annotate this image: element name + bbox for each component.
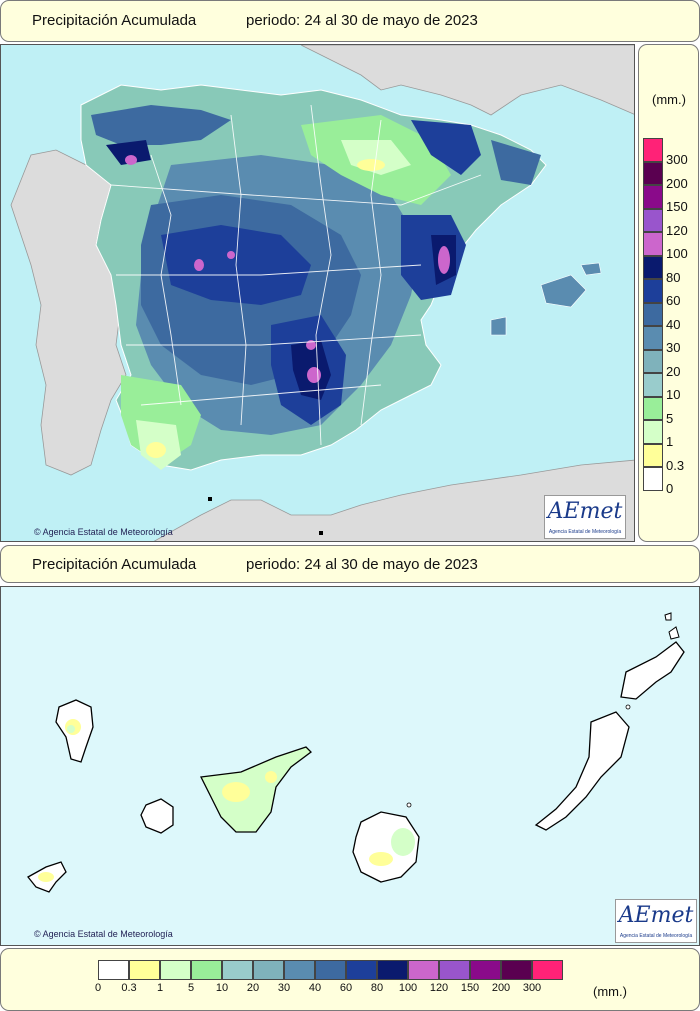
vertical-legend-swatch: [643, 232, 663, 256]
vertical-legend-label: 30: [666, 340, 681, 355]
top-credit: © Agencia Estatal de Meteorología: [34, 527, 173, 537]
horizontal-legend-label: 0: [94, 982, 102, 994]
vertical-legend-swatch: [643, 326, 663, 350]
vertical-legend-label: 0.3: [666, 457, 685, 473]
vertical-legend-swatch: [643, 161, 663, 185]
horizontal-legend-swatch: [191, 960, 222, 980]
vertical-legend-swatch: [643, 208, 663, 232]
vertical-legend-swatch: [643, 396, 663, 420]
vertical-legend-swatch: [643, 302, 663, 326]
vertical-legend-label: 120: [666, 222, 688, 238]
top-map-period: periodo: 24 al 30 de mayo de 2023: [246, 12, 478, 29]
fuerteventura-island: [534, 711, 630, 831]
vertical-legend-label: 80: [666, 269, 681, 285]
graciosa-island: [668, 626, 680, 640]
horizontal-legend-swatch: [501, 960, 532, 980]
vertical-legend-swatch: [643, 279, 663, 303]
vertical-legend-label: 20: [666, 363, 681, 379]
vertical-legend-label: 5: [666, 410, 674, 426]
vertical-legend-swatch: [643, 185, 663, 209]
horizontal-legend-swatch: [408, 960, 439, 980]
horizontal-legend-label: 40: [308, 982, 322, 994]
horizontal-legend-label: 30: [277, 982, 291, 994]
vertical-legend-label: 300: [666, 152, 688, 167]
horizontal-legend-swatch: [98, 960, 129, 980]
vertical-legend-label: 10: [666, 387, 681, 402]
peninsula-map: © Agencia Estatal de Meteorología AEmet …: [0, 44, 635, 542]
bottom-logo-sub: Agencia Estatal de Meteorología: [619, 933, 693, 939]
bottom-map-period: periodo: 24 al 30 de mayo de 2023: [246, 556, 478, 573]
horizontal-legend-swatch: [315, 960, 346, 980]
horizontal-legend-swatch: [470, 960, 501, 980]
bottom-logo-text: AEmet: [618, 903, 694, 928]
horizontal-legend-label: 0.3: [121, 982, 137, 994]
balearic-islands: [490, 262, 602, 336]
vertical-legend-label: 60: [666, 293, 681, 308]
horizontal-legend-swatch: [129, 960, 160, 980]
copyright-icon: ©: [34, 929, 41, 939]
horizontal-legend-label: 1: [156, 982, 164, 994]
la-gomera-island: [140, 798, 174, 834]
horizontal-legend-swatch: [222, 960, 253, 980]
horizontal-legend-swatch: [439, 960, 470, 980]
top-map-title: Precipitación Acumulada: [32, 12, 197, 29]
top-logo-text: AEmet: [547, 499, 623, 524]
copyright-icon: ©: [34, 527, 41, 537]
vertical-legend-swatch: [643, 255, 663, 279]
top-aemet-logo: AEmet Agencia Estatal de Meteorología: [544, 495, 626, 539]
horizontal-legend-label: 300: [522, 982, 542, 994]
horizontal-legend-label: 150: [460, 982, 480, 994]
tenerife-island: [200, 746, 312, 833]
horizontal-legend-label: 120: [429, 982, 449, 994]
horizontal-legend-swatch: [532, 960, 563, 980]
bottom-map-title: Precipitación Acumulada: [32, 556, 197, 573]
bottom-aemet-logo: AEmet Agencia Estatal de Meteorología: [615, 899, 697, 943]
bottom-title-bar: Precipitación Acumulada periodo: 24 al 3…: [0, 545, 700, 583]
horizontal-legend-swatch: [346, 960, 377, 980]
vertical-legend-swatch: [643, 467, 663, 491]
bottom-credit: © Agencia Estatal de Meteorología: [34, 929, 173, 939]
horizontal-legend-swatch: [160, 960, 191, 980]
vertical-legend-label: 40: [666, 316, 681, 332]
vertical-legend-label: 200: [666, 175, 688, 191]
top-title-bar: Precipitación Acumulada periodo: 24 al 3…: [0, 0, 700, 42]
vertical-legend-swatch: [643, 420, 663, 444]
horizontal-legend-label: 200: [491, 982, 511, 994]
africa-land: [153, 459, 634, 541]
horizontal-legend-swatch: [377, 960, 408, 980]
vertical-legend-swatch: [643, 138, 663, 162]
horizontal-legend-swatch: [253, 960, 284, 980]
vertical-legend-label: 150: [666, 199, 688, 214]
legend-unit-bottom: (mm.): [593, 984, 627, 999]
vertical-legend-swatch: [643, 373, 663, 397]
top-logo-sub: Agencia Estatal de Meteorología: [548, 529, 622, 535]
france-land: [300, 45, 634, 116]
horizontal-legend-label: 5: [187, 982, 195, 994]
vertical-legend-label: 1: [666, 434, 674, 449]
horizontal-legend-label: 10: [215, 982, 229, 994]
legend-unit-top: (mm.): [652, 92, 686, 107]
horizontal-legend-label: 20: [246, 982, 260, 994]
horizontal-legend-label: 60: [339, 982, 353, 994]
vertical-legend-label: 100: [666, 246, 688, 261]
canarias-map: © Agencia Estatal de Meteorología AEmet …: [0, 586, 700, 946]
vertical-legend-label: 0: [666, 481, 674, 496]
lanzarote-island: [620, 641, 685, 700]
vertical-legend-swatch: [643, 349, 663, 373]
horizontal-legend-label: 80: [370, 982, 384, 994]
horizontal-legend-swatch: [284, 960, 315, 980]
vertical-legend-swatch: [643, 443, 663, 467]
horizontal-legend-label: 100: [398, 982, 418, 994]
